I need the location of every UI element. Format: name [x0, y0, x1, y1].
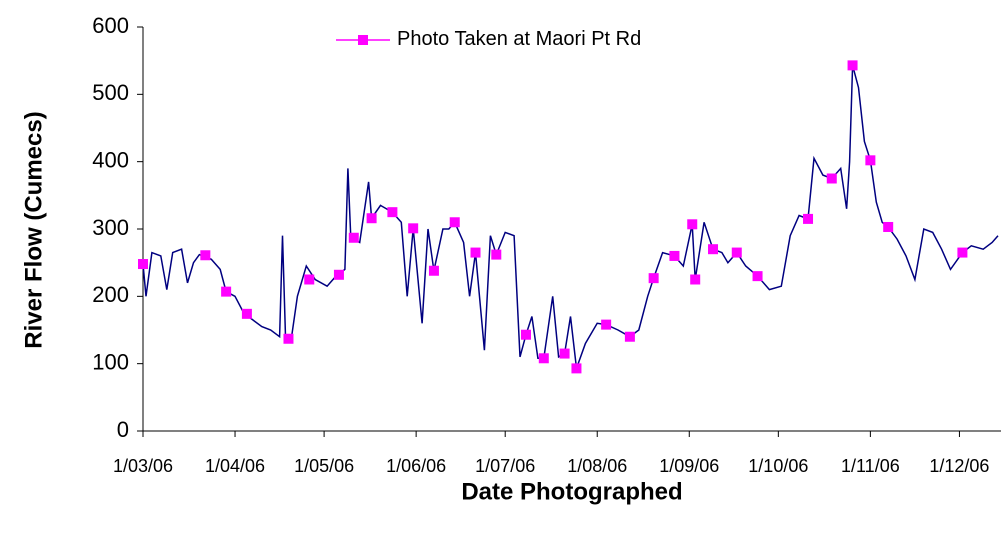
x-tick-label: 1/10/06 [748, 456, 808, 476]
y-tick-label: 100 [92, 349, 129, 374]
photo-marker [648, 273, 659, 284]
y-tick-label: 200 [92, 282, 129, 307]
photo-marker [731, 247, 742, 258]
x-tick-label: 1/03/06 [113, 456, 173, 476]
photo-marker [283, 333, 294, 344]
x-tick-label: 1/07/06 [475, 456, 535, 476]
photo-marker [241, 308, 252, 319]
x-tick-label: 1/08/06 [567, 456, 627, 476]
y-tick-label: 0 [117, 417, 129, 442]
photo-marker [333, 269, 344, 280]
x-tick-label: 1/04/06 [205, 456, 265, 476]
legend-label: Photo Taken at Maori Pt Rd [397, 28, 642, 50]
photo-marker [708, 244, 719, 255]
photo-marker [387, 207, 398, 218]
photo-marker [520, 329, 531, 340]
x-tick-label: 1/06/06 [386, 456, 446, 476]
photo-marker [408, 223, 419, 234]
x-tick-label: 1/12/06 [929, 456, 989, 476]
photo-marker [470, 247, 481, 258]
photo-marker [221, 286, 232, 297]
photo-marker [449, 217, 460, 228]
photo-marker [538, 353, 549, 364]
y-tick-label: 600 [92, 13, 129, 38]
photo-marker [428, 265, 439, 276]
photo-marker [366, 213, 377, 224]
photo-marker [752, 271, 763, 282]
x-tick-label: 1/05/06 [294, 456, 354, 476]
photo-marker [883, 221, 894, 232]
photo-marker [491, 249, 502, 260]
photo-marker [304, 274, 315, 285]
photo-marker [200, 250, 211, 261]
photo-marker [669, 250, 680, 261]
y-axis-label: River Flow (Cumecs) [20, 111, 47, 348]
photo-marker [957, 247, 968, 258]
photo-marker [687, 219, 698, 230]
y-tick-label: 500 [92, 80, 129, 105]
y-tick-label: 300 [92, 215, 129, 240]
photo-marker [559, 348, 570, 359]
y-tick-label: 400 [92, 147, 129, 172]
x-tick-label: 1/11/06 [841, 456, 900, 476]
photo-marker [348, 232, 359, 243]
flow-line [142, 65, 999, 369]
photo-marker [571, 363, 582, 374]
photo-marker [138, 259, 148, 270]
x-tick-label: 1/09/06 [659, 456, 719, 476]
photo-marker [624, 331, 635, 342]
x-axis-label: Date Photographed [461, 478, 682, 505]
photo-marker [847, 60, 858, 71]
photo-marker [826, 173, 837, 184]
legend-marker [358, 35, 368, 45]
photo-marker [865, 155, 876, 166]
photo-marker [803, 213, 814, 224]
photo-marker [601, 319, 612, 330]
photo-marker [690, 274, 701, 285]
